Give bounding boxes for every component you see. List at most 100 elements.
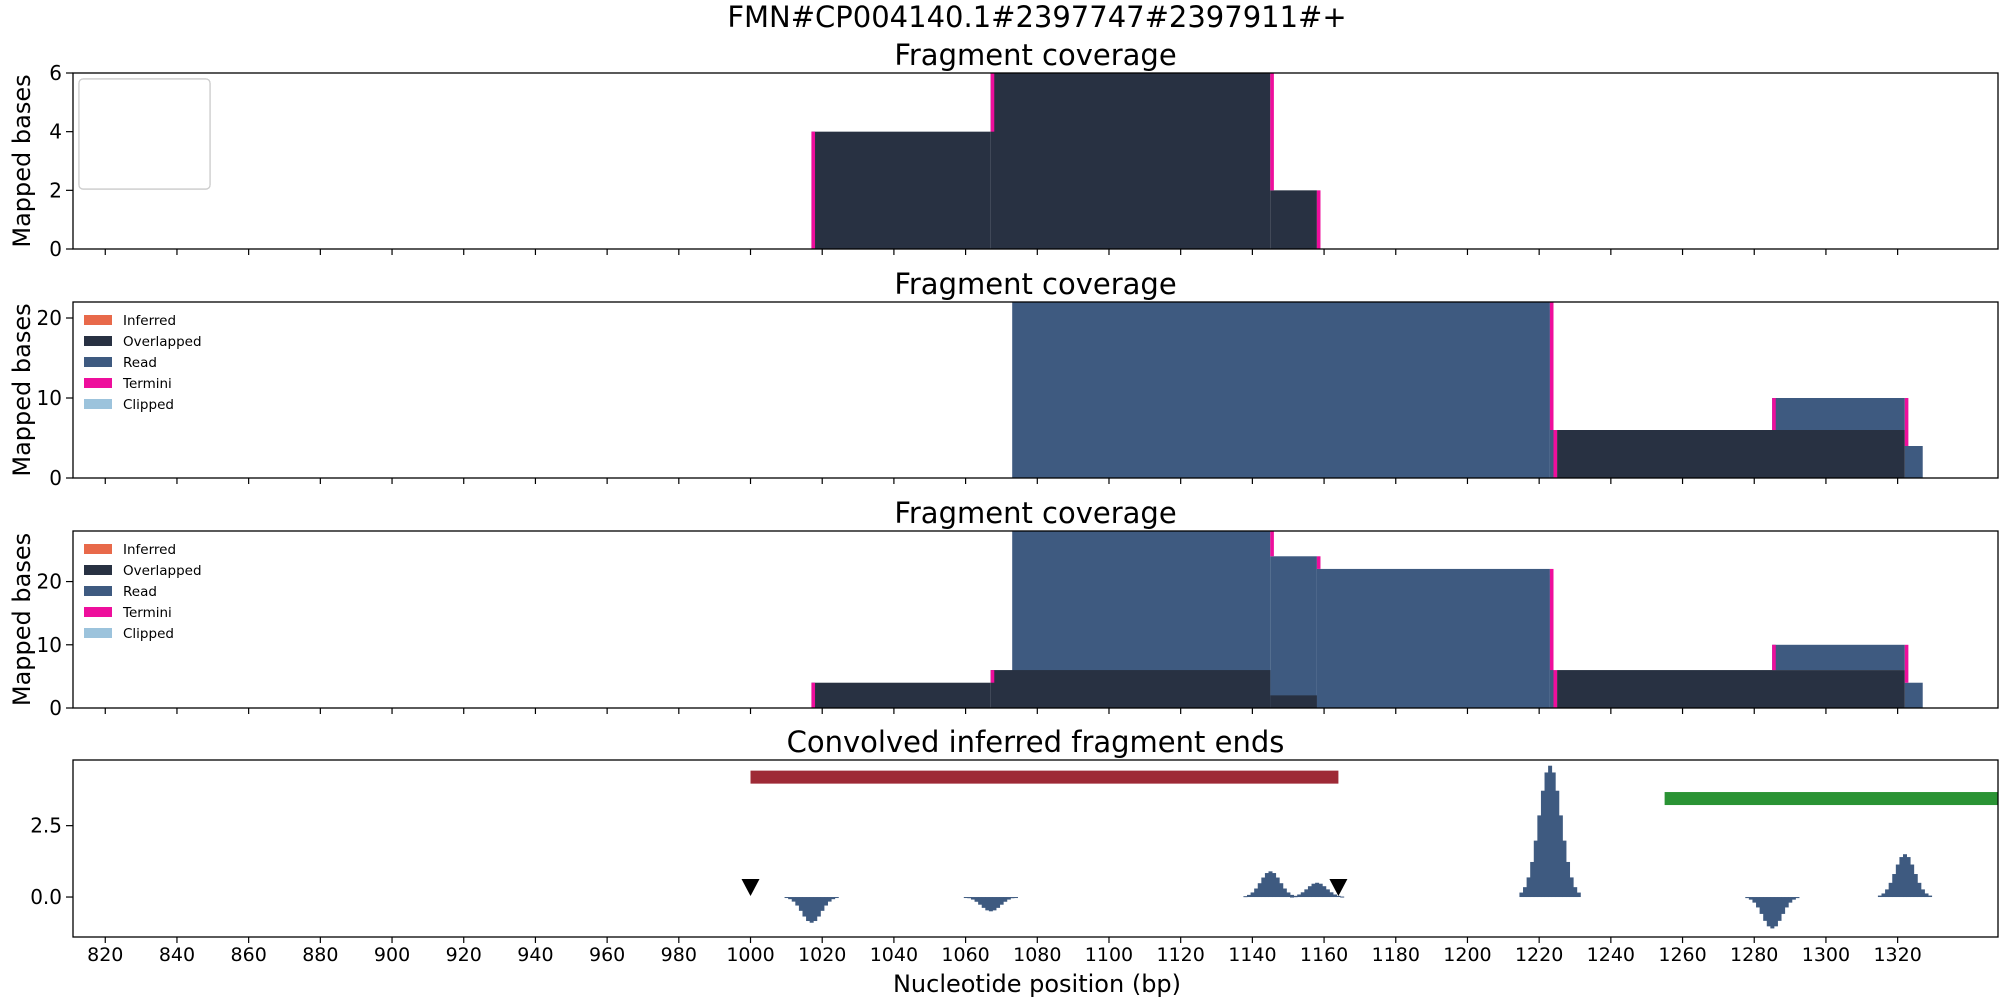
end-density-bar	[1791, 897, 1796, 900]
end-density-bar	[1297, 894, 1302, 898]
x-tick-label: 1260	[1658, 944, 1706, 966]
legend-swatch-read	[84, 586, 112, 596]
end-density-bar	[1523, 887, 1528, 898]
end-density-bar	[999, 897, 1004, 905]
end-density-bar	[1748, 897, 1753, 900]
coverage-termini-segment	[1316, 556, 1321, 569]
boundary-marker	[1329, 879, 1348, 897]
panel-3-title: Fragment coverage	[894, 496, 1176, 530]
end-density-bar	[1315, 882, 1320, 898]
end-density-bar	[1530, 861, 1535, 898]
panel-3: Fragment coverage Mapped bases Inferred Ove…	[8, 78, 1999, 720]
legend-label-termini: Termini	[122, 605, 172, 621]
x-tick-label: 900	[374, 944, 410, 966]
panel-1-title: Fragment coverage	[894, 38, 1176, 72]
end-density-bar	[816, 897, 821, 917]
coverage-termini-segment	[990, 670, 995, 683]
legend-label-overlapped: Overlapped	[123, 334, 202, 350]
end-density-bar	[1243, 896, 1248, 898]
x-tick-label: 920	[446, 944, 482, 966]
end-density-bar	[1566, 861, 1571, 898]
coverage-read-segment	[1316, 568, 1550, 708]
end-density-bar	[1777, 897, 1782, 921]
end-density-bar	[831, 897, 836, 900]
end-density-bar	[1290, 894, 1295, 898]
coverage-termini-segment	[1270, 531, 1274, 557]
end-density-bar	[1311, 883, 1316, 898]
panel-2: Fragment coverage Mapped bases Inferred Ove…	[8, 78, 1999, 490]
x-tick-label: 880	[302, 944, 338, 966]
coverage-termini-segment	[1904, 398, 1909, 446]
y-tick-label: 0	[49, 696, 62, 720]
legend-label-clipped: Clipped	[123, 397, 174, 413]
legend: Inferred Overlapped Read Termini Clipped	[78, 78, 211, 642]
legend-swatch-termini	[84, 378, 112, 388]
x-tick-label: 1280	[1730, 944, 1778, 966]
x-tick-label: 1100	[1085, 944, 1133, 966]
end-density-bar	[1304, 889, 1309, 898]
end-density-bar	[1759, 897, 1764, 914]
axes-frame	[72, 301, 1999, 479]
coverage-read-segment	[1772, 398, 1905, 430]
end-density-bar	[1888, 882, 1893, 898]
end-density-bar	[1788, 897, 1793, 903]
x-tick-label: 980	[661, 944, 697, 966]
end-density-bar	[1763, 897, 1768, 921]
end-density-bar	[1293, 895, 1298, 898]
legend-swatch-read	[84, 357, 112, 367]
end-density-bar	[1003, 897, 1008, 902]
end-density-bar	[1006, 897, 1011, 900]
y-tick-label: 6	[49, 61, 62, 85]
end-density-bar	[806, 897, 811, 922]
y-axis-label: Mapped bases	[8, 303, 36, 476]
legend-label-termini: Termini	[122, 376, 172, 392]
legend-swatch-overlapped	[84, 336, 112, 346]
coverage-overlapped-segment	[1557, 430, 1905, 478]
panel-2-title: Fragment coverage	[894, 267, 1176, 301]
x-tick-label: 1140	[1228, 944, 1276, 966]
end-density-bar	[1318, 883, 1323, 898]
x-tick-label: 840	[159, 944, 195, 966]
end-density-bar	[1795, 897, 1800, 899]
end-density-bar	[1928, 895, 1933, 898]
end-density-bar	[1010, 897, 1015, 899]
x-tick-label: 1300	[1802, 944, 1850, 966]
y-tick-label: 2.5	[30, 814, 62, 838]
coverage-termini-segment	[1549, 568, 1554, 671]
y-tick-label: 10	[37, 386, 62, 410]
end-density-bar	[1254, 888, 1259, 898]
legend-swatch-overlapped	[84, 565, 112, 575]
end-density-bar	[1261, 877, 1266, 898]
end-density-bar	[974, 897, 979, 902]
y-tick-label: 0.0	[30, 885, 62, 909]
coverage-overlapped-segment	[990, 670, 1271, 708]
coverage-termini-segment	[811, 682, 816, 708]
end-density-bar	[1551, 772, 1556, 898]
end-density-bar	[1322, 886, 1327, 898]
end-density-bar	[1903, 854, 1907, 898]
end-density-bar	[1325, 889, 1330, 898]
coverage-termini-segment	[1553, 430, 1558, 478]
end-density-bar	[1013, 897, 1018, 899]
end-density-bar	[1573, 887, 1578, 898]
end-density-bar	[1257, 883, 1262, 898]
end-density-bar	[1286, 892, 1291, 898]
x-tick-label: 1320	[1873, 944, 1921, 966]
end-density-bar	[791, 897, 796, 902]
end-density-bar	[1537, 815, 1542, 898]
y-axis-label: Mapped bases	[8, 533, 36, 706]
end-density-bar	[996, 897, 1001, 908]
end-density-bar	[784, 897, 789, 899]
axes-frame	[72, 72, 1999, 250]
end-density-bar	[1336, 895, 1341, 898]
x-tick-label: 1180	[1372, 944, 1420, 966]
end-density-bar	[1544, 772, 1549, 898]
coverage-termini-segment	[1316, 190, 1321, 249]
end-density-bar	[1250, 892, 1255, 898]
x-axis-label: Nucleotide position (bp)	[893, 970, 1181, 998]
end-density-bar	[1282, 888, 1287, 898]
legend-label-read: Read	[123, 355, 157, 371]
end-density-bar	[1781, 897, 1786, 914]
x-tick-label: 1080	[1013, 944, 1061, 966]
